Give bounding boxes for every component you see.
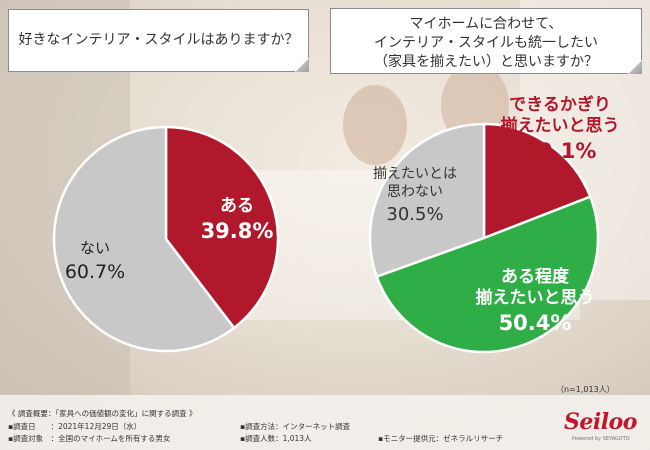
slice-label: できるかぎり xyxy=(509,94,611,115)
slice-label: ある xyxy=(220,196,254,216)
survey-target: ▪調査対象 ：全国のマイホームを所有する男女 xyxy=(8,434,171,443)
slice-label: ない xyxy=(80,239,110,257)
question-2-line: マイホームに合わせて、 xyxy=(409,16,563,32)
survey-date: ▪調査日 ：2021年12月29日（水） xyxy=(8,422,142,431)
slice-label: ある程度 xyxy=(501,266,570,287)
slice-value-label: 30.5% xyxy=(386,204,443,225)
question-1-box: 好きなインテリア・スタイルはありますか？ xyxy=(8,9,309,72)
slice-label: 思わない xyxy=(387,184,443,200)
survey-count: ▪調査人数：1,013人 xyxy=(240,434,312,443)
survey-title: 《 調査概要：「家具への価値観の変化」に関する調査 》 xyxy=(8,409,197,418)
logo-subtext: Powered by SEYAGOTO xyxy=(572,436,630,442)
pie-slice xyxy=(482,122,592,240)
pie-slice xyxy=(375,195,600,354)
pie-slice xyxy=(52,125,236,353)
slice-value-label: 39.8% xyxy=(201,219,274,243)
slice-label: 揃えたいとは xyxy=(373,166,457,182)
question-2-line: （家具を揃えたい）と思いますか？ xyxy=(374,54,598,70)
pie-slice xyxy=(368,122,486,279)
slice-label: 揃えたいと思う xyxy=(501,115,620,136)
question-2-box: マイホームに合わせて、 インテリア・スタイルも統一したい （家具を揃えたい）と思… xyxy=(330,8,642,74)
sample-size-note: （n=1,013人） xyxy=(556,385,615,394)
slice-value-label: 50.4% xyxy=(499,311,572,335)
logo-wordmark: Seiloo xyxy=(564,409,637,435)
slice-value-label: 19.1% xyxy=(524,139,597,163)
slice-label: 揃えたいと思う xyxy=(476,287,595,308)
survey-method: ▪調査方法：インターネット調査 xyxy=(240,422,351,431)
question-2-text: マイホームに合わせて、 インテリア・スタイルも統一したい （家具を揃えたい）と思… xyxy=(331,15,641,72)
survey-provider: ▪モニター提供元：ゼネラルリサーチ xyxy=(378,434,504,443)
pie-slice xyxy=(164,125,280,330)
slice-value-label: 60.7% xyxy=(65,261,125,283)
seiloo-logo: Seiloo Powered by SEYAGOTO xyxy=(564,409,644,445)
question-1-text: 好きなインテリア・スタイルはありますか？ xyxy=(18,32,299,48)
question-2-line: インテリア・スタイルも統一したい xyxy=(374,35,598,51)
